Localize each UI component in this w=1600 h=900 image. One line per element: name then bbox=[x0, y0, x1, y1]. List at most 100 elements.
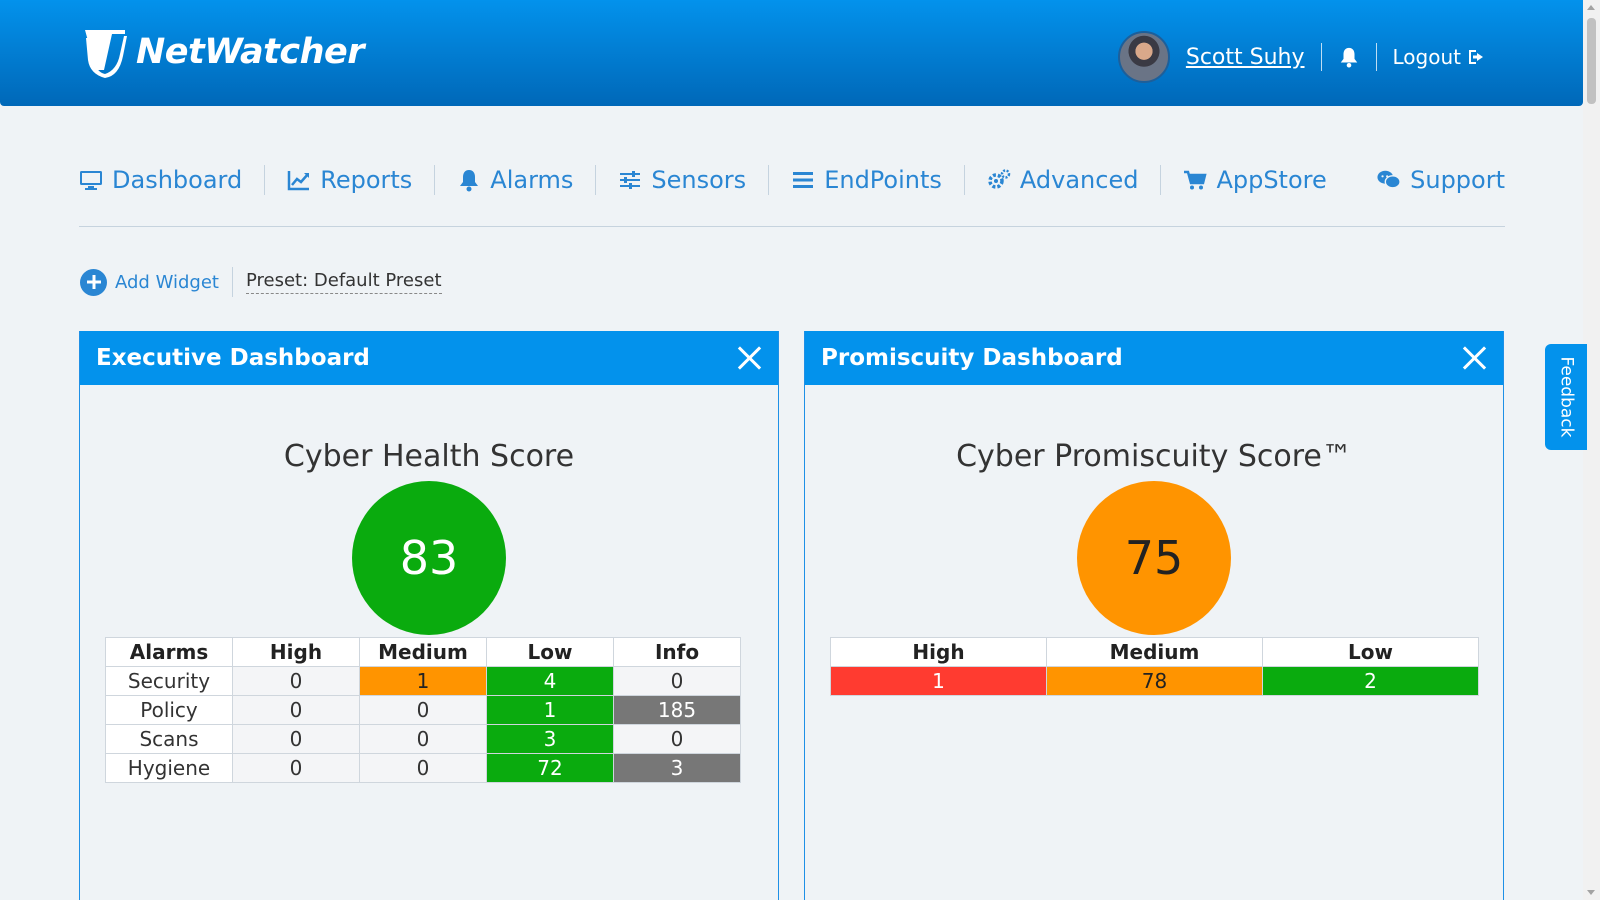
logout-label: Logout bbox=[1392, 45, 1461, 69]
nav-label: Sensors bbox=[651, 166, 747, 194]
promiscuity-dashboard-panel: Promiscuity Dashboard Cyber Promiscuity … bbox=[804, 331, 1504, 900]
column-header: Info bbox=[613, 637, 741, 667]
panel-header: Promiscuity Dashboard bbox=[805, 331, 1503, 385]
nav-support[interactable]: Support bbox=[1355, 160, 1505, 200]
panel-title: Promiscuity Dashboard bbox=[821, 345, 1123, 371]
nav-appstore[interactable]: AppStore bbox=[1161, 160, 1348, 200]
close-icon[interactable] bbox=[1461, 345, 1487, 371]
main-nav: Dashboard Reports Alarms Sensors bbox=[79, 160, 1505, 200]
nav-label: Advanced bbox=[1019, 166, 1139, 194]
promiscuity-score-badge[interactable]: 75 bbox=[1077, 481, 1231, 635]
panel-header: Executive Dashboard bbox=[80, 331, 778, 385]
column-header: High bbox=[830, 637, 1047, 667]
sliders-icon bbox=[620, 171, 641, 189]
add-widget-label: Add Widget bbox=[115, 271, 219, 293]
nav-divider bbox=[434, 165, 436, 195]
add-widget-button[interactable]: Add Widget bbox=[80, 268, 219, 296]
dashboard-toolbar: Add Widget Preset: Default Preset bbox=[80, 267, 442, 297]
header-divider bbox=[1375, 43, 1377, 71]
gears-icon bbox=[988, 169, 1011, 189]
score-title: Cyber Health Score bbox=[283, 439, 575, 474]
table-cell[interactable]: 0 bbox=[359, 753, 487, 783]
nav-divider bbox=[595, 165, 597, 195]
nav-label: AppStore bbox=[1216, 166, 1327, 194]
user-name-link[interactable]: Scott Suhy bbox=[1185, 44, 1305, 70]
nav-advanced[interactable]: Advanced bbox=[965, 160, 1161, 200]
shield-logo-icon bbox=[85, 30, 127, 78]
table-cell[interactable]: 0 bbox=[613, 666, 741, 696]
column-header: Medium bbox=[359, 637, 487, 667]
nav-label: Reports bbox=[320, 166, 413, 194]
table-cell[interactable]: 0 bbox=[232, 695, 360, 725]
nav-reports[interactable]: Reports bbox=[265, 160, 434, 200]
logout-button[interactable]: Logout bbox=[1393, 45, 1487, 69]
nav-alarms[interactable]: Alarms bbox=[435, 160, 595, 200]
nav-label: Dashboard bbox=[112, 166, 243, 194]
table-cell[interactable]: 1 bbox=[359, 666, 487, 696]
brand-name: NetWatcher bbox=[136, 32, 365, 72]
table-cell[interactable]: 0 bbox=[232, 724, 360, 754]
table-cell[interactable]: 1 bbox=[486, 695, 614, 725]
nav-label: Support bbox=[1410, 166, 1505, 194]
column-header: Low bbox=[486, 637, 614, 667]
nav-divider bbox=[963, 165, 965, 195]
promiscuity-table: High Medium Low 1 78 2 bbox=[830, 637, 1479, 696]
executive-dashboard-panel: Executive Dashboard Cyber Health Score 8… bbox=[79, 331, 779, 900]
netwatcher-logo[interactable]: NetWatcher bbox=[82, 26, 365, 78]
score-title: Cyber Promiscuity Score™ bbox=[956, 439, 1352, 474]
user-area: Scott Suhy Logout bbox=[1117, 31, 1487, 83]
chart-icon bbox=[287, 171, 310, 191]
nav-label: EndPoints bbox=[824, 166, 942, 194]
plus-circle-icon bbox=[80, 268, 107, 296]
table-cell[interactable]: 3 bbox=[613, 753, 741, 783]
nav-divider-line bbox=[79, 226, 1505, 227]
row-label: Scans bbox=[105, 724, 233, 754]
health-score-badge[interactable]: 83 bbox=[352, 481, 506, 635]
close-icon[interactable] bbox=[736, 345, 762, 371]
table-cell[interactable]: 185 bbox=[613, 695, 741, 725]
column-header: Alarms bbox=[105, 637, 233, 667]
nav-dashboard[interactable]: Dashboard bbox=[79, 160, 264, 200]
top-header: NetWatcher Scott Suhy Logout bbox=[0, 0, 1583, 106]
row-label: Policy bbox=[105, 695, 233, 725]
table-cell[interactable]: 3 bbox=[486, 724, 614, 754]
avatar[interactable] bbox=[1117, 31, 1170, 83]
table-cell[interactable]: 1 bbox=[830, 666, 1047, 696]
column-header: High bbox=[232, 637, 360, 667]
table-cell[interactable]: 0 bbox=[359, 695, 487, 725]
notification-bell-icon[interactable] bbox=[1338, 46, 1360, 68]
table-cell[interactable]: 0 bbox=[232, 753, 360, 783]
nav-label: Alarms bbox=[490, 166, 574, 194]
page-scrollbar[interactable] bbox=[1583, 0, 1600, 900]
monitor-icon bbox=[80, 171, 102, 190]
column-header: Medium bbox=[1046, 637, 1263, 667]
table-cell[interactable]: 4 bbox=[486, 666, 614, 696]
table-cell[interactable]: 2 bbox=[1262, 666, 1479, 696]
table-cell[interactable]: 0 bbox=[613, 724, 741, 754]
nav-endpoints[interactable]: EndPoints bbox=[769, 160, 964, 200]
alarms-table: Alarms High Medium Low Info Security 0 1… bbox=[105, 637, 741, 783]
feedback-tab[interactable]: Feedback bbox=[1545, 344, 1587, 450]
panel-title: Executive Dashboard bbox=[96, 345, 370, 371]
table-cell[interactable]: 0 bbox=[232, 666, 360, 696]
scroll-down-icon[interactable] bbox=[1587, 890, 1595, 895]
cart-icon bbox=[1184, 170, 1208, 190]
table-cell[interactable]: 78 bbox=[1046, 666, 1263, 696]
table-header-row: Alarms High Medium Low Info bbox=[105, 637, 741, 667]
nav-divider bbox=[768, 165, 770, 195]
scroll-up-icon[interactable] bbox=[1587, 5, 1595, 10]
logout-icon bbox=[1469, 50, 1483, 64]
header-divider bbox=[1320, 43, 1322, 71]
table-header-row: High Medium Low bbox=[830, 637, 1479, 667]
nav-divider bbox=[264, 165, 266, 195]
table-row: Scans 0 0 3 0 bbox=[105, 724, 741, 754]
nav-divider bbox=[1160, 165, 1162, 195]
preset-selector[interactable]: Preset: Default Preset bbox=[245, 270, 442, 294]
table-cell[interactable]: 72 bbox=[486, 753, 614, 783]
table-row: Policy 0 0 1 185 bbox=[105, 695, 741, 725]
list-icon bbox=[793, 172, 814, 188]
nav-sensors[interactable]: Sensors bbox=[596, 160, 768, 200]
table-cell[interactable]: 0 bbox=[359, 724, 487, 754]
column-header: Low bbox=[1262, 637, 1479, 667]
scroll-thumb[interactable] bbox=[1587, 18, 1596, 104]
